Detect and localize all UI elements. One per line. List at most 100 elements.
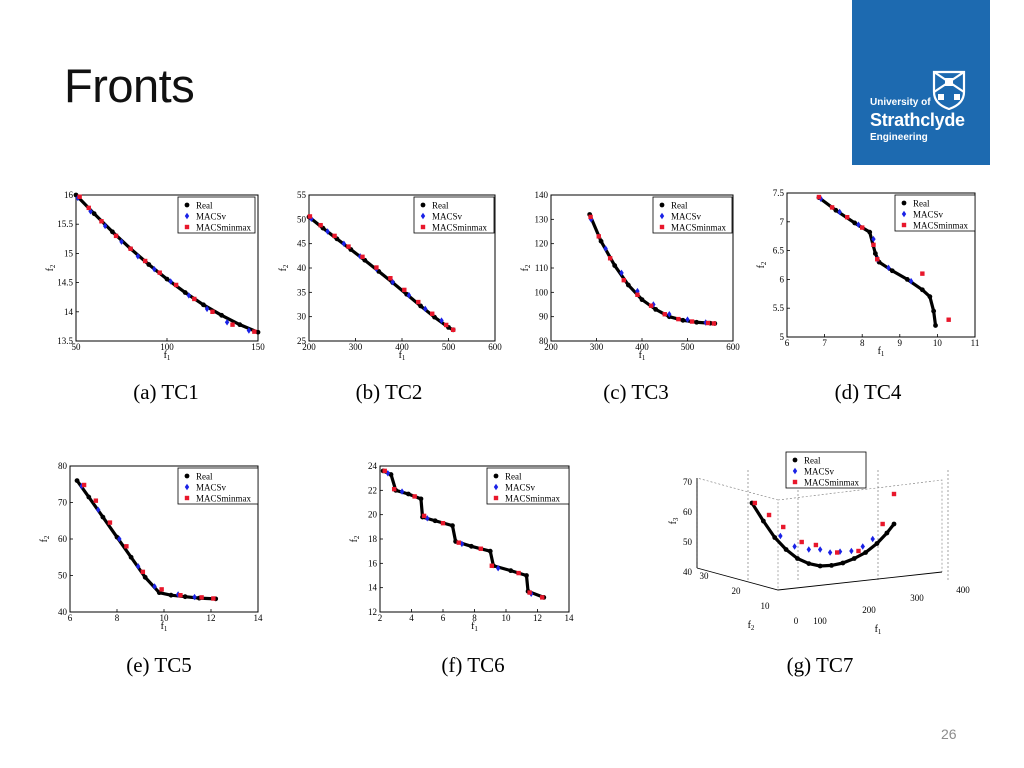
y-tick-label: 40 xyxy=(297,263,307,273)
y-tick-label: 14 xyxy=(64,307,74,317)
legend-marker-real xyxy=(420,202,426,208)
x-tick-label: 6 xyxy=(68,613,73,623)
point-real xyxy=(182,290,188,295)
y-axis-label: f2 xyxy=(520,264,532,271)
x-tick-label: 12 xyxy=(207,613,216,623)
x-tick-label: 500 xyxy=(442,342,456,352)
point-real xyxy=(867,229,873,235)
point-macsminmax xyxy=(478,546,483,551)
point-macsv xyxy=(849,547,854,555)
x-tick-label: 300 xyxy=(349,342,363,352)
point-real xyxy=(919,287,925,293)
point-macsv xyxy=(806,546,811,553)
chart-2: 200 300 400 500 60025303540455055f1f2RealMAC… xyxy=(278,190,502,404)
x-tick-label: 10 xyxy=(933,338,943,348)
point-macsv xyxy=(778,532,783,540)
y-tick-label: 25 xyxy=(297,336,307,346)
y-tick-label: 50 xyxy=(297,214,307,224)
point-macsminmax xyxy=(711,321,717,326)
legend-label-macsv: MACSv xyxy=(505,483,536,493)
point-real xyxy=(639,297,645,303)
legend-label-macsminmax: MACSminmax xyxy=(505,494,561,504)
point-macsminmax xyxy=(813,542,819,548)
back-wall-left xyxy=(696,477,779,590)
point-real xyxy=(128,554,134,560)
point-real xyxy=(795,556,800,561)
y-tick-label: 30 xyxy=(297,312,307,322)
point-macsminmax xyxy=(871,242,876,248)
point-macsminmax xyxy=(676,316,681,322)
x-tick-label: 400 xyxy=(956,585,970,595)
legend-label-real: Real xyxy=(196,472,213,482)
point-real xyxy=(612,263,618,268)
point-macsminmax xyxy=(388,276,393,281)
point-macsminmax xyxy=(596,234,601,239)
chart-caption: (d) TC4 xyxy=(835,380,902,404)
chart-caption: (b) TC2 xyxy=(356,380,423,404)
point-macsv xyxy=(246,327,252,334)
point-macsv xyxy=(603,245,608,252)
point-real xyxy=(783,547,789,552)
point-real xyxy=(904,277,910,282)
point-macsminmax xyxy=(107,520,113,525)
legend-label-real: Real xyxy=(505,472,522,482)
point-real xyxy=(817,563,823,569)
x-tick-label: 4 xyxy=(409,613,414,623)
x-tick-label: 150 xyxy=(251,342,265,352)
point-macsminmax xyxy=(752,500,758,506)
x-tick-label: 300 xyxy=(910,593,924,603)
chart-caption: (f) TC6 xyxy=(441,653,504,677)
point-macsminmax xyxy=(662,312,667,317)
point-macsminmax xyxy=(252,329,257,334)
legend-marker-macsv xyxy=(420,212,426,220)
point-macsminmax xyxy=(307,214,313,219)
point-macsv xyxy=(495,565,501,572)
point-real xyxy=(164,276,170,282)
point-macsv xyxy=(96,506,101,513)
point-macsminmax xyxy=(412,494,417,499)
y-tick-label: 15.5 xyxy=(57,219,73,229)
point-real xyxy=(653,306,659,312)
y-axis-label: f2 xyxy=(45,264,57,271)
point-real xyxy=(405,491,411,497)
point-macsminmax xyxy=(835,550,840,555)
series-real-line xyxy=(817,196,938,328)
point-real xyxy=(840,560,846,566)
point-macsminmax xyxy=(860,225,865,230)
university-logo: University of Strathclyde Engineering xyxy=(852,0,990,165)
y-tick-label: 16 xyxy=(368,558,378,568)
point-real xyxy=(450,523,455,529)
point-macsv xyxy=(406,292,412,299)
point-macsminmax xyxy=(456,540,461,545)
legend-box xyxy=(894,194,976,232)
legend-label-macsminmax: MACSminmax xyxy=(671,223,727,233)
y-tick-label: 110 xyxy=(535,263,549,273)
point-macsv xyxy=(886,264,891,272)
point-macsminmax xyxy=(211,596,216,601)
point-macsminmax xyxy=(781,524,786,530)
point-macsminmax xyxy=(450,327,456,333)
y-tick-label: 120 xyxy=(535,239,549,249)
point-macsminmax xyxy=(332,233,337,239)
legend-label-macsv: MACSv xyxy=(196,483,227,493)
x-tick-label: 9 xyxy=(898,338,903,348)
point-real xyxy=(829,563,834,568)
point-macsv xyxy=(635,287,640,295)
point-macsv xyxy=(871,235,876,243)
point-real xyxy=(508,568,514,574)
legend-label-macsv: MACSv xyxy=(196,212,227,222)
legend-marker-macsv xyxy=(184,212,190,220)
legend-box xyxy=(177,196,256,234)
point-macsminmax xyxy=(648,303,654,308)
point-macsminmax xyxy=(489,563,495,568)
legend-box xyxy=(785,451,867,489)
legend-label-macsminmax: MACSminmax xyxy=(196,223,252,233)
point-macsv xyxy=(152,265,157,273)
y-axis-label: f2 xyxy=(756,261,768,268)
legend-marker-macsminmax xyxy=(659,224,665,230)
y-tick-label: 16 xyxy=(64,190,74,200)
